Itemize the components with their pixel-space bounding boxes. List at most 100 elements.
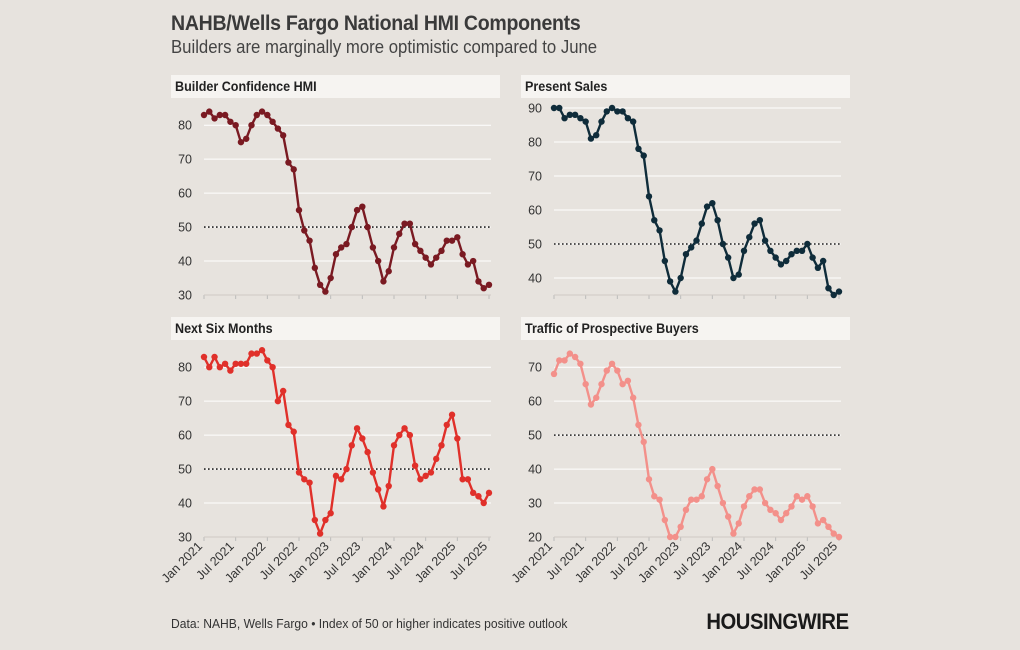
y-tick-label: 90: [528, 102, 542, 116]
data-point: [459, 476, 466, 483]
data-point: [629, 394, 637, 401]
y-tick-label: 30: [178, 531, 192, 545]
data-point: [598, 380, 605, 388]
data-point: [677, 523, 684, 531]
data-point: [740, 503, 748, 510]
data-point: [232, 360, 239, 367]
data-point: [656, 496, 663, 503]
chart-subtitle: Builders are marginally more optimistic …: [171, 37, 598, 57]
data-point: [661, 516, 669, 524]
data-point: [693, 237, 700, 244]
data-point: [593, 394, 600, 401]
data-point: [390, 442, 398, 449]
data-point: [577, 115, 584, 122]
data-point: [227, 367, 234, 374]
y-tick-label: 60: [528, 395, 542, 409]
data-point: [714, 482, 721, 490]
data-point: [735, 520, 742, 527]
data-point: [645, 476, 653, 483]
data-point: [448, 237, 456, 244]
data-point: [761, 237, 769, 244]
data-point: [709, 200, 716, 207]
data-point: [237, 138, 245, 146]
data-point: [327, 510, 334, 517]
data-point: [316, 530, 324, 537]
data-point: [651, 493, 658, 500]
data-point: [448, 411, 456, 418]
panel-title-next-six-months: Next Six Months: [175, 321, 273, 336]
data-point: [746, 493, 753, 500]
data-point: [243, 135, 250, 142]
data-point: [608, 360, 616, 367]
data-point: [603, 367, 610, 374]
data-point: [619, 380, 626, 388]
data-point: [798, 247, 806, 254]
data-point: [566, 350, 574, 357]
chart-builder-confidence: 30 40 50 60 70 80: [178, 108, 493, 303]
data-point: [290, 166, 297, 173]
data-point: [772, 254, 779, 261]
data-point: [454, 435, 461, 442]
data-point: [427, 469, 435, 476]
data-point: [629, 118, 637, 125]
data-point: [614, 108, 621, 115]
data-point: [804, 493, 811, 500]
data-point: [401, 220, 408, 227]
data-point: [279, 132, 287, 139]
panel-header-traffic: Traffic of Prospective Buyers: [521, 317, 850, 340]
y-tick-label: 80: [178, 361, 192, 375]
data-point: [582, 118, 589, 125]
data-point: [804, 240, 811, 248]
panel-title-present-sales: Present Sales: [525, 79, 608, 94]
data-point: [295, 206, 303, 214]
data-point: [269, 118, 276, 125]
data-point: [332, 251, 340, 258]
series-line: [202, 348, 491, 535]
panel-header-present-sales: Present Sales: [521, 75, 850, 98]
data-point: [830, 291, 837, 299]
data-point: [396, 431, 403, 439]
data-point: [698, 220, 705, 227]
data-point: [253, 350, 260, 357]
data-point: [730, 530, 737, 537]
data-point: [206, 108, 213, 115]
data-point: [469, 489, 477, 497]
y-tick-label: 80: [528, 136, 542, 150]
data-point: [311, 264, 319, 272]
y-tick-label: 50: [178, 463, 192, 477]
data-point: [264, 357, 271, 364]
y-tick-label: 70: [178, 395, 192, 409]
chart-title: NAHB/Wells Fargo National HMI Components: [171, 12, 581, 35]
data-point: [480, 285, 487, 292]
series-line: [552, 352, 840, 539]
data-point: [677, 274, 684, 282]
data-point: [258, 108, 266, 115]
data-point: [571, 111, 579, 118]
data-point: [672, 288, 679, 295]
y-tick-label: 60: [178, 429, 192, 443]
data-point: [672, 533, 679, 541]
data-point: [237, 360, 245, 367]
data-point: [327, 274, 334, 282]
y-tick-label: 40: [528, 272, 542, 286]
data-point: [443, 237, 450, 244]
data-point: [306, 237, 313, 244]
data-point: [693, 496, 700, 503]
data-point: [777, 261, 785, 268]
data-point: [211, 115, 218, 122]
data-point: [814, 264, 822, 271]
data-point: [279, 387, 287, 395]
data-point: [396, 230, 403, 238]
data-point: [475, 278, 482, 285]
data-point: [835, 533, 843, 541]
data-point: [353, 206, 361, 214]
data-point: [206, 363, 213, 371]
y-tick-label: 60: [528, 204, 542, 218]
y-tick-label: 40: [178, 255, 192, 269]
data-point: [374, 486, 382, 493]
data-point: [258, 347, 266, 354]
data-point: [566, 111, 574, 118]
y-tick-label: 50: [528, 238, 542, 252]
